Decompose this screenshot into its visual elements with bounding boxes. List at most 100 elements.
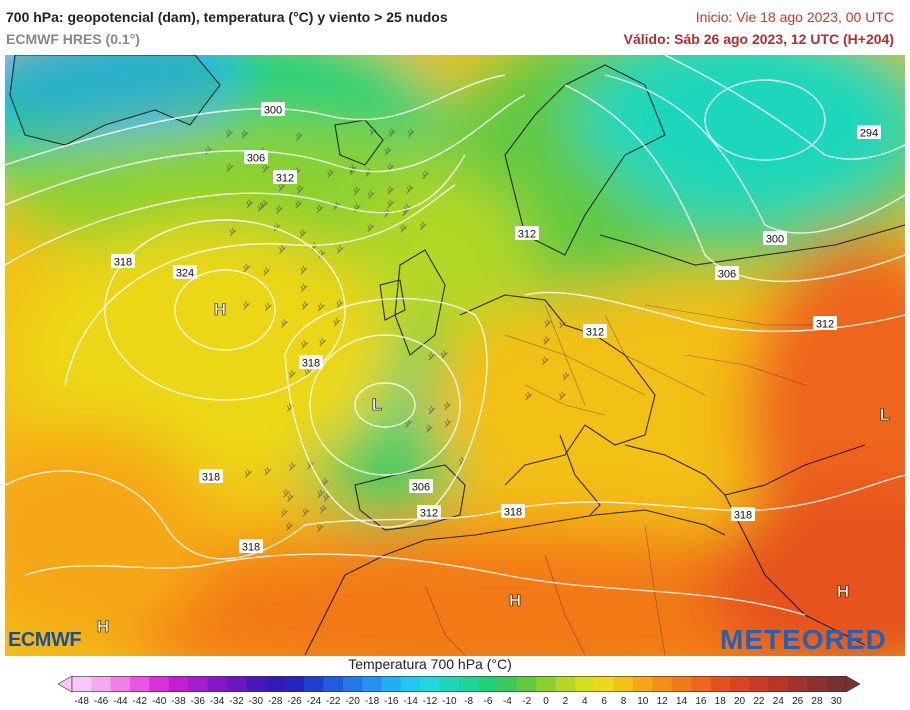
colorbar-label: 18 [714, 696, 726, 707]
high-pressure-center: H [837, 582, 849, 601]
colorbar-label: -12 [422, 696, 438, 707]
colorbar-label: 0 [543, 696, 549, 707]
colorbar-label: -10 [442, 696, 457, 707]
init-time: Inicio: Vie 18 ago 2023, 00 UTC [695, 9, 894, 25]
svg-text:312: 312 [586, 327, 604, 339]
contour-labels: 300 306 312 294 300 312 306 318 324 318 312 312 306 3… [111, 102, 881, 554]
contour-label: 318 [111, 254, 135, 269]
colorbar-segment [284, 676, 305, 692]
colorbar-segment [691, 676, 712, 692]
colorbar-label: -26 [287, 696, 302, 707]
svg-text:312: 312 [420, 508, 438, 520]
country-borders [424, 304, 825, 656]
map-title: 700 hPa: geopotencial (dam), temperatura… [6, 9, 448, 25]
colorbar-segment [246, 676, 266, 692]
contour-label: 312 [515, 226, 539, 241]
colorbar-label: 22 [753, 696, 765, 707]
colorbar-segment [633, 676, 653, 692]
contour-label: 312 [273, 170, 297, 185]
colorbar-label: -42 [132, 696, 147, 707]
svg-text:318: 318 [202, 472, 220, 484]
colorbar-label: -14 [403, 696, 418, 707]
colorbar-label: 28 [811, 696, 823, 707]
legend-title: Temperatura 700 hPa (°C) [348, 656, 512, 672]
colorbar-segment [749, 676, 770, 692]
colorbar-label: -6 [483, 696, 493, 707]
contour-label: 306 [244, 150, 268, 165]
colorbar-segment [342, 676, 363, 692]
svg-text:318: 318 [302, 358, 320, 370]
colorbar-label: -36 [190, 696, 205, 707]
contour-label: 318 [199, 469, 223, 484]
colorbar-label: -28 [267, 696, 283, 707]
colorbar-segment [768, 676, 789, 692]
svg-text:300: 300 [264, 105, 282, 117]
colorbar-label: 8 [620, 696, 627, 707]
svg-text:300: 300 [766, 234, 784, 246]
colorbar-segment [807, 676, 828, 692]
colorbar-segment [787, 676, 808, 692]
colorbar-segment [400, 676, 421, 692]
colorbar-segment [91, 676, 112, 692]
colorbar-segment [110, 676, 131, 692]
colorbar-segment [594, 676, 615, 692]
colorbar-segment [826, 676, 847, 692]
colorbar-label: -48 [74, 696, 89, 707]
contour-label: 324 [173, 265, 197, 280]
temperature-colorbar [58, 676, 860, 692]
pressure-centers: H L H L H H [97, 300, 891, 637]
contour-label: 306 [409, 479, 433, 494]
colorbar-segment [265, 676, 286, 692]
colorbar-segment [729, 676, 750, 692]
contour-label: 318 [731, 507, 755, 522]
low-pressure-center: L [372, 395, 382, 414]
high-pressure-center: H [509, 591, 521, 610]
meteored-logo-text: METEORED [720, 624, 887, 655]
colorbar-label: 24 [772, 696, 784, 707]
contour-label: 294 [857, 125, 881, 140]
contour-label: 318 [299, 355, 323, 370]
contour-label: 312 [583, 324, 607, 339]
colorbar-label: -20 [345, 696, 360, 707]
svg-text:312: 312 [816, 319, 834, 331]
contour-label: 318 [239, 539, 263, 554]
colorbar-segment [671, 676, 692, 692]
colorbar-segment [536, 676, 557, 692]
colorbar-segment [459, 676, 479, 692]
contour-label: 312 [813, 316, 837, 331]
colorbar-segment [207, 676, 228, 692]
colorbar-label: 2 [562, 696, 569, 707]
colorbar-segment [323, 676, 344, 692]
colorbar-label: 30 [830, 696, 842, 707]
svg-text:324: 324 [176, 268, 194, 280]
colorbar-segment [710, 676, 731, 692]
temperature-field [5, 55, 905, 656]
wind-barbs [205, 126, 570, 533]
colorbar-label: 12 [656, 696, 668, 707]
colorbar-label: 16 [695, 696, 707, 707]
colorbar-segment [478, 676, 499, 692]
colorbar-label: 14 [675, 696, 688, 707]
contour-label: 306 [715, 266, 739, 281]
contour-label: 312 [417, 505, 441, 520]
colorbar-segment [652, 676, 673, 692]
colorbar-segment [555, 676, 576, 692]
colorbar-segment [130, 676, 150, 692]
high-pressure-center: H [214, 300, 226, 319]
coastlines [9, 55, 905, 656]
weather-map: 300 306 312 294 300 312 306 318 324 318 312 312 306 3… [5, 55, 905, 656]
svg-text:306: 306 [247, 153, 265, 165]
colorbar-label: 20 [734, 696, 746, 707]
colorbar-segment [304, 676, 325, 692]
colorbar-segment [381, 676, 402, 692]
colorbar-label: -38 [171, 696, 186, 707]
colorbar-segment [575, 676, 595, 692]
colorbar-segment [226, 676, 247, 692]
colorbar-segment [72, 676, 92, 692]
colorbar-segment [497, 676, 518, 692]
colorbar-label: -46 [93, 696, 109, 707]
colorbar-label: -34 [209, 696, 225, 707]
colorbar-label: -24 [306, 696, 322, 707]
valid-time: Válido: Sáb 26 ago 2023, 12 UTC (H+204) [623, 31, 894, 47]
colorbar-segment [613, 676, 634, 692]
